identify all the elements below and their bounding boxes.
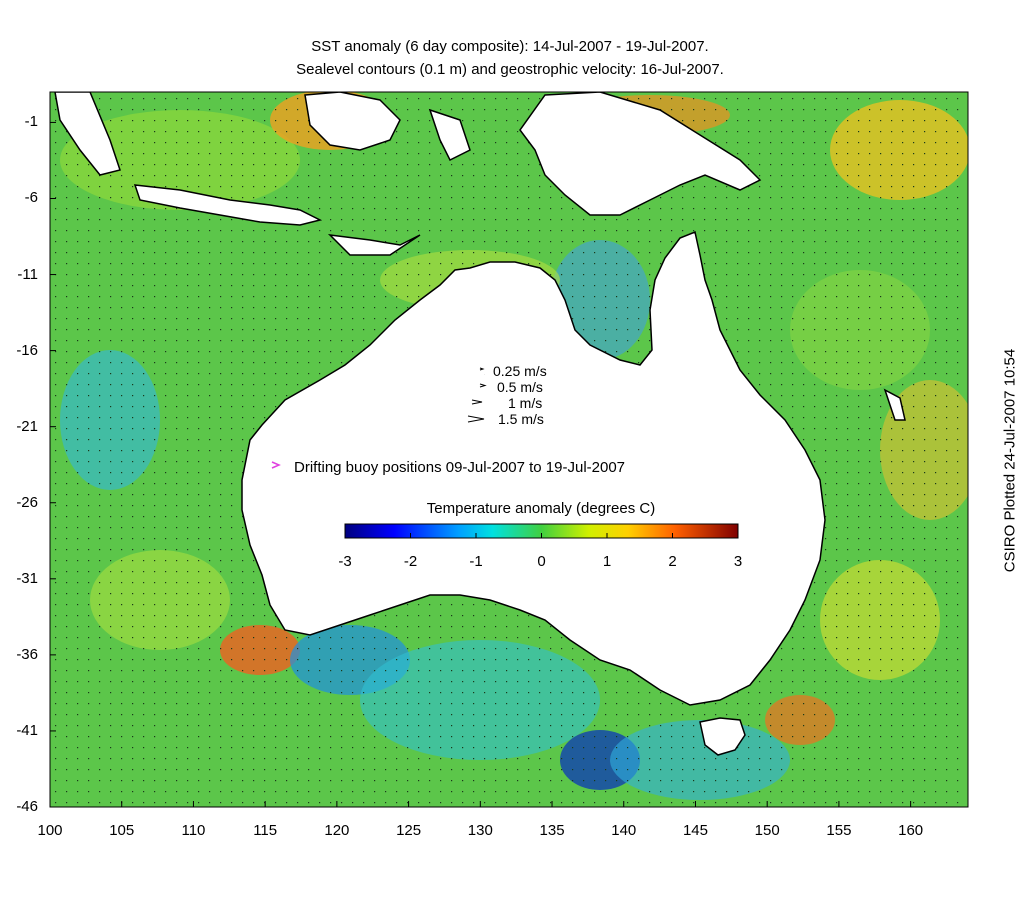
vel-label-3: 1 m/s bbox=[508, 395, 542, 411]
buoy-legend: Drifting buoy positions 09-Jul-2007 to 1… bbox=[271, 459, 625, 476]
colorbar-tick-label: 3 bbox=[734, 553, 742, 570]
colorbar-tick-label: 0 bbox=[537, 553, 545, 570]
lesser-sunda-landmass bbox=[327, 233, 421, 256]
y-axis-ticks bbox=[50, 121, 56, 808]
title-line-1: SST anomaly (6 day composite): 14-Jul-20… bbox=[311, 38, 709, 55]
colorbar-title: Temperature anomaly (degrees C) bbox=[427, 500, 655, 517]
x-tick-label: 125 bbox=[396, 822, 422, 839]
borneo-landmass bbox=[304, 92, 401, 151]
vel-arrow-icon-4 bbox=[467, 415, 485, 423]
colorbar-tick-label: -3 bbox=[338, 553, 351, 570]
x-tick-label: 155 bbox=[826, 822, 852, 839]
map-frame bbox=[49, 91, 969, 808]
sumatra-landmass bbox=[54, 92, 121, 176]
vel-label-4: 1.5 m/s bbox=[498, 411, 544, 427]
x-tick-label: 115 bbox=[253, 822, 278, 839]
buoy-marker-icon bbox=[271, 461, 281, 469]
x-tick-label: 150 bbox=[754, 822, 780, 839]
colorbar-tick-label: -1 bbox=[469, 553, 482, 570]
colorbar-tick-label: -2 bbox=[404, 553, 417, 570]
vel-label-1: 0.25 m/s bbox=[493, 363, 547, 379]
y-tick-label: -46 bbox=[16, 798, 38, 815]
x-tick-label: 100 bbox=[37, 822, 63, 839]
y-tick-label: -6 bbox=[24, 189, 38, 207]
sulawesi-landmass bbox=[428, 108, 471, 162]
vel-label-2: 0.5 m/s bbox=[497, 379, 543, 395]
velocity-legend: . 0.25 m/s 0.5 m/s 1 m/s 1.5 m/s bbox=[467, 363, 547, 427]
y-tick-label: -21 bbox=[16, 417, 38, 435]
title-line-2: Sealevel contours (0.1 m) and geostrophi… bbox=[296, 61, 724, 78]
new-guinea-landmass bbox=[519, 92, 762, 216]
vel-arrow-1: . bbox=[484, 372, 485, 376]
australia-landmass bbox=[241, 230, 826, 706]
land bbox=[54, 92, 906, 756]
x-axis-ticks bbox=[49, 801, 912, 807]
buoy-legend-label: Drifting buoy positions 09-Jul-2007 to 1… bbox=[294, 459, 625, 476]
x-tick-label: 105 bbox=[109, 822, 135, 839]
y-tick-label: -1 bbox=[24, 113, 38, 131]
vel-arrow-icon-2 bbox=[479, 383, 487, 388]
y-tick-label: -31 bbox=[16, 569, 38, 587]
x-tick-label: 120 bbox=[324, 822, 350, 839]
new-caledonia-landmass bbox=[883, 388, 906, 421]
y-tick-label: -41 bbox=[16, 721, 38, 739]
y-tick-label: -26 bbox=[16, 493, 38, 511]
colorbar: Temperature anomaly (degrees C) -3 -2 -1 0 1… bbox=[338, 500, 742, 570]
y-tick-label: -16 bbox=[16, 341, 38, 359]
java-landmass bbox=[133, 184, 323, 226]
vel-arrow-icon-1 bbox=[479, 367, 485, 371]
credit-label: CSIRO Plotted 24-Jul-2007 10:54 bbox=[1001, 348, 1019, 573]
y-tick-label: -36 bbox=[16, 645, 38, 663]
x-tick-label: 110 bbox=[181, 822, 206, 839]
y-tick-label: -11 bbox=[17, 265, 38, 283]
x-tick-label: 130 bbox=[467, 822, 493, 839]
x-tick-label: 135 bbox=[539, 822, 565, 839]
colorbar-tick-label: 2 bbox=[668, 553, 676, 570]
tasmania-landmass bbox=[699, 717, 746, 756]
vel-arrow-icon-3 bbox=[471, 399, 483, 405]
ocean-field bbox=[50, 92, 968, 807]
colorbar-tick-label: 1 bbox=[603, 553, 611, 570]
x-tick-label: 140 bbox=[611, 822, 637, 839]
x-tick-label: 160 bbox=[898, 822, 924, 839]
x-tick-label: 145 bbox=[682, 822, 708, 839]
